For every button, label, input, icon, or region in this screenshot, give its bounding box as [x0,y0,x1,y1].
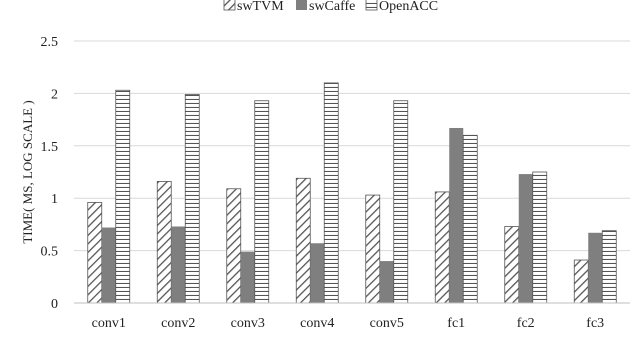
x-tick-label: fc1 [447,316,465,331]
bar-swtvm [295,177,311,304]
legend: swTVM swCaffe OpenACC [223,0,438,14]
y-tick-label: 1.5 [41,140,59,155]
bar-swcaffe [379,261,394,303]
bar-swcaffe [588,232,603,303]
bar-swtvm [156,181,172,304]
bar-swcaffe [310,243,325,303]
bar-swtvm [365,194,381,304]
x-tick-label: conv3 [231,316,265,331]
bar-openacc [323,82,339,304]
bar-openacc [184,94,200,304]
x-tick-label: conv5 [370,316,404,331]
legend-label-swtvm: swTVM [237,0,284,14]
bar-openacc [115,89,131,304]
y-axis-ticks: 0 0.5 1 1.5 2 2.5 [41,35,59,312]
bars [87,82,617,304]
x-tick-label: conv1 [92,316,126,331]
bar-swtvm [87,201,103,304]
bar-swtvm [226,188,242,304]
x-tick-label: conv4 [300,316,334,331]
y-tick-label: 2.5 [41,35,59,50]
bar-openacc [393,100,409,304]
x-tick-label: fc2 [517,316,535,331]
legend-swatch-swtvm [223,0,236,11]
x-tick-label: conv2 [161,316,195,331]
bar-swcaffe [101,227,116,303]
legend-label-swcaffe: swCaffe [309,0,355,14]
legend-label-openacc: OpenACC [379,0,438,14]
y-tick-label: 0.5 [41,245,59,260]
y-axis-title: TIME( MS, LOG SCALE ) [20,100,35,243]
y-tick-label: 0 [51,297,58,312]
y-tick-label: 1 [51,192,58,207]
bar-swcaffe [518,174,533,303]
legend-item-swtvm: swTVM [223,0,284,14]
legend-swatch-openacc [365,0,378,11]
bar-swcaffe [240,251,255,303]
x-tick-label: fc3 [586,316,604,331]
bar-openacc [532,171,548,304]
legend-swatch-swcaffe [296,0,307,10]
bar-openacc [254,100,270,304]
bar-swtvm [573,259,589,304]
bar-swcaffe [171,226,186,303]
bar-swtvm [434,191,450,304]
legend-item-swcaffe: swCaffe [296,0,355,14]
bar-openacc [601,230,617,304]
bar-swtvm [504,226,520,304]
bar-swcaffe [449,127,464,303]
y-tick-label: 2 [51,87,58,102]
x-axis-ticks: conv1 conv2 conv3 conv4 conv5 fc1 fc2 fc3 [92,316,605,331]
bar-openacc [462,134,478,304]
legend-item-openacc: OpenACC [365,0,438,14]
